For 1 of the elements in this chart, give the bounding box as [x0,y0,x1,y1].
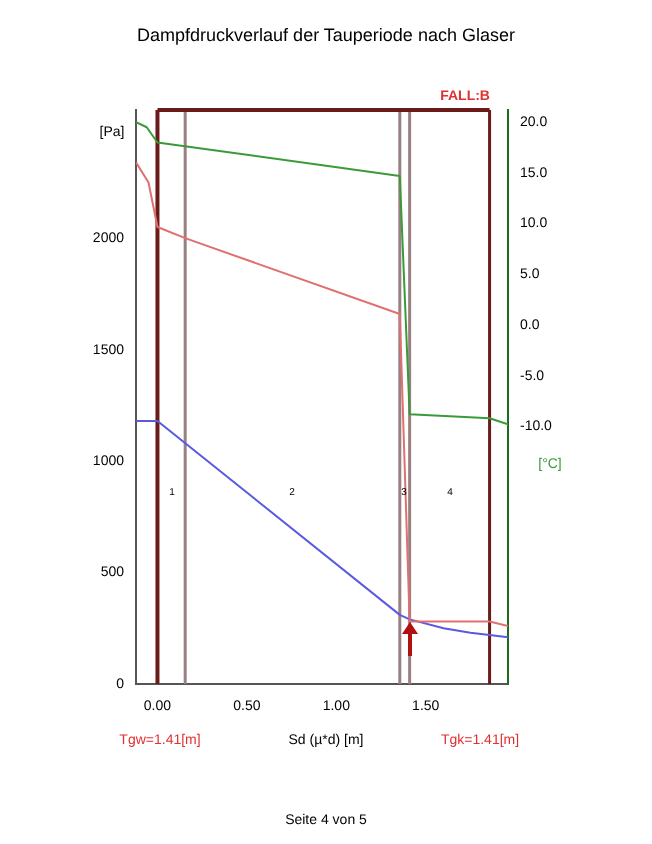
chart-title: Dampfdruckverlauf der Tauperiode nach Glaser [137,24,515,45]
